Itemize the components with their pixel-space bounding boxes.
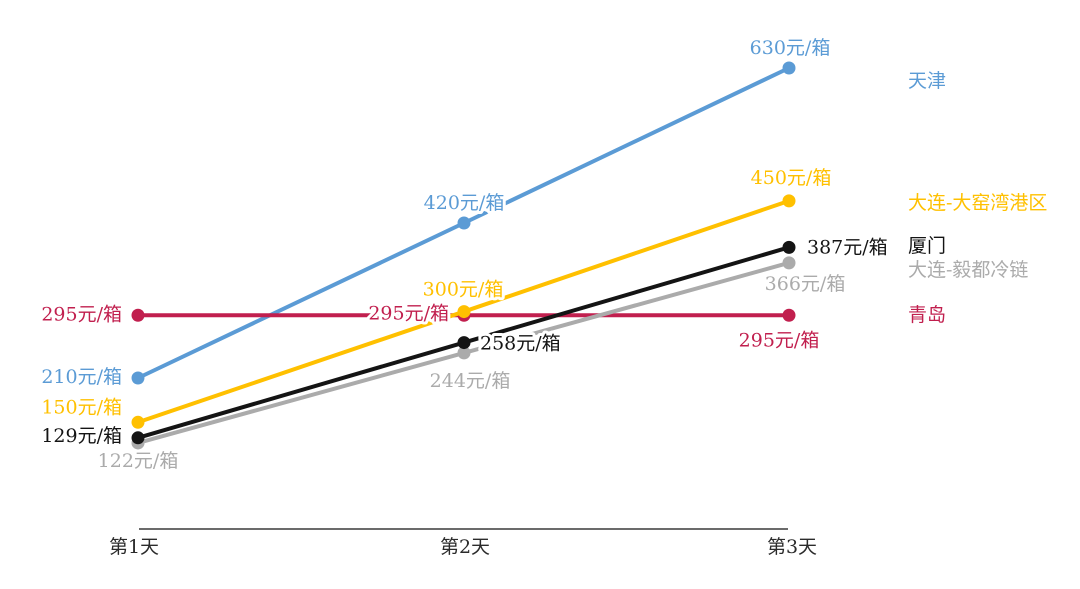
data-point-label: 295元/箱	[739, 329, 820, 351]
data-point-label: 450元/箱	[751, 167, 832, 189]
data-point-label: 150元/箱	[41, 396, 122, 418]
data-point-label: 387元/箱	[807, 236, 888, 258]
data-point-label: 258元/箱	[480, 333, 561, 355]
data-point-label: 295元/箱	[368, 302, 449, 324]
x-axis-tick-label: 第2天	[440, 536, 490, 558]
legend-label: 大连-毅都冷链	[908, 259, 1028, 281]
legend-label: 天津	[908, 70, 946, 92]
data-point-marker	[782, 256, 796, 270]
series-0	[131, 61, 796, 385]
data-point-marker	[131, 431, 145, 445]
data-point-label: 300元/箱	[423, 279, 504, 301]
data-point-marker	[782, 308, 796, 322]
data-point-marker	[457, 216, 471, 230]
data-point-marker	[457, 346, 471, 360]
data-point-label: 122元/箱	[98, 450, 179, 472]
data-point-marker	[782, 240, 796, 254]
series-1	[131, 194, 796, 429]
legend-label: 青岛	[908, 304, 946, 326]
data-point-label: 129元/箱	[41, 425, 122, 447]
data-point-marker	[131, 415, 145, 429]
data-point-label: 366元/箱	[765, 273, 846, 295]
data-point-marker	[457, 336, 471, 350]
legend-label: 大连-大窑湾港区	[908, 192, 1047, 214]
data-point-label: 295元/箱	[41, 303, 122, 325]
data-point-label: 210元/箱	[41, 366, 122, 388]
data-point-marker	[782, 194, 796, 208]
data-point-marker	[131, 371, 145, 385]
data-point-label: 244元/箱	[430, 370, 511, 392]
data-point-label: 420元/箱	[424, 192, 505, 214]
x-axis-tick-label: 第3天	[767, 536, 817, 558]
data-point-marker	[782, 61, 796, 75]
series-3	[131, 256, 796, 450]
data-point-marker	[131, 308, 145, 322]
x-axis-tick-label: 第1天	[109, 536, 159, 558]
data-point-label: 630元/箱	[750, 37, 831, 59]
series-2	[131, 240, 796, 445]
data-point-marker	[457, 305, 471, 319]
legend-label: 厦门	[908, 235, 946, 257]
